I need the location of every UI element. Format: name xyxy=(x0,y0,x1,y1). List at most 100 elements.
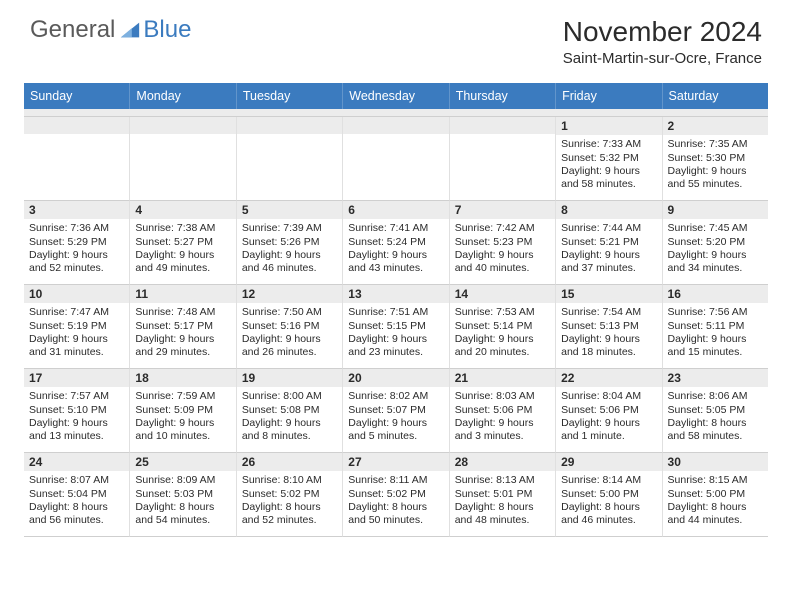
day-number xyxy=(24,117,129,134)
cell-body: Sunrise: 7:41 AMSunset: 5:24 PMDaylight:… xyxy=(343,219,448,281)
calendar-cell: 2Sunrise: 7:35 AMSunset: 5:30 PMDaylight… xyxy=(663,117,768,201)
sunset-text: Sunset: 5:06 PM xyxy=(561,404,656,417)
calendar-cell: 3Sunrise: 7:36 AMSunset: 5:29 PMDaylight… xyxy=(24,201,130,285)
daylight-text: Daylight: 9 hours and 55 minutes. xyxy=(668,165,763,191)
daylight-text: Daylight: 8 hours and 54 minutes. xyxy=(135,501,230,527)
cell-body: Sunrise: 8:10 AMSunset: 5:02 PMDaylight:… xyxy=(237,471,342,533)
calendar-cell: 9Sunrise: 7:45 AMSunset: 5:20 PMDaylight… xyxy=(663,201,768,285)
calendar-cell: 23Sunrise: 8:06 AMSunset: 5:05 PMDayligh… xyxy=(663,369,768,453)
cell-body: Sunrise: 7:47 AMSunset: 5:19 PMDaylight:… xyxy=(24,303,129,365)
cell-body: Sunrise: 7:57 AMSunset: 5:10 PMDaylight:… xyxy=(24,387,129,449)
daylight-text: Daylight: 9 hours and 15 minutes. xyxy=(668,333,763,359)
daylight-text: Daylight: 8 hours and 52 minutes. xyxy=(242,501,337,527)
sunset-text: Sunset: 5:16 PM xyxy=(242,320,337,333)
calendar-cell: 1Sunrise: 7:33 AMSunset: 5:32 PMDaylight… xyxy=(556,117,662,201)
sunset-text: Sunset: 5:07 PM xyxy=(348,404,443,417)
calendar-cell: 27Sunrise: 8:11 AMSunset: 5:02 PMDayligh… xyxy=(343,453,449,537)
calendar-cell: 7Sunrise: 7:42 AMSunset: 5:23 PMDaylight… xyxy=(450,201,556,285)
day-header-monday: Monday xyxy=(130,83,236,109)
cell-body: Sunrise: 8:03 AMSunset: 5:06 PMDaylight:… xyxy=(450,387,555,449)
calendar-cell: 17Sunrise: 7:57 AMSunset: 5:10 PMDayligh… xyxy=(24,369,130,453)
daylight-text: Daylight: 9 hours and 37 minutes. xyxy=(561,249,656,275)
cell-body: Sunrise: 7:44 AMSunset: 5:21 PMDaylight:… xyxy=(556,219,661,281)
sunrise-text: Sunrise: 7:41 AM xyxy=(348,222,443,235)
calendar-cell: 16Sunrise: 7:56 AMSunset: 5:11 PMDayligh… xyxy=(663,285,768,369)
calendar-cell: 5Sunrise: 7:39 AMSunset: 5:26 PMDaylight… xyxy=(237,201,343,285)
day-number: 3 xyxy=(24,201,129,219)
day-number: 10 xyxy=(24,285,129,303)
calendar-cell: 24Sunrise: 8:07 AMSunset: 5:04 PMDayligh… xyxy=(24,453,130,537)
sunrise-text: Sunrise: 7:45 AM xyxy=(668,222,763,235)
location-text: Saint-Martin-sur-Ocre, France xyxy=(563,50,762,67)
cell-body: Sunrise: 8:13 AMSunset: 5:01 PMDaylight:… xyxy=(450,471,555,533)
cell-body: Sunrise: 8:06 AMSunset: 5:05 PMDaylight:… xyxy=(663,387,768,449)
sunrise-text: Sunrise: 7:38 AM xyxy=(135,222,230,235)
sunrise-text: Sunrise: 7:44 AM xyxy=(561,222,656,235)
week-row: 10Sunrise: 7:47 AMSunset: 5:19 PMDayligh… xyxy=(24,285,768,369)
daylight-text: Daylight: 8 hours and 46 minutes. xyxy=(561,501,656,527)
cell-body xyxy=(130,134,235,142)
cell-body: Sunrise: 7:38 AMSunset: 5:27 PMDaylight:… xyxy=(130,219,235,281)
sunset-text: Sunset: 5:15 PM xyxy=(348,320,443,333)
calendar-cell: 19Sunrise: 8:00 AMSunset: 5:08 PMDayligh… xyxy=(237,369,343,453)
calendar-cell: 13Sunrise: 7:51 AMSunset: 5:15 PMDayligh… xyxy=(343,285,449,369)
sunrise-text: Sunrise: 8:10 AM xyxy=(242,474,337,487)
day-number: 26 xyxy=(237,453,342,471)
sunset-text: Sunset: 5:13 PM xyxy=(561,320,656,333)
sunset-text: Sunset: 5:21 PM xyxy=(561,236,656,249)
sunset-text: Sunset: 5:02 PM xyxy=(348,488,443,501)
daylight-text: Daylight: 9 hours and 26 minutes. xyxy=(242,333,337,359)
day-header-friday: Friday xyxy=(556,83,662,109)
daylight-text: Daylight: 9 hours and 5 minutes. xyxy=(348,417,443,443)
sunset-text: Sunset: 5:00 PM xyxy=(561,488,656,501)
sunrise-text: Sunrise: 7:47 AM xyxy=(29,306,124,319)
day-header-row: Sunday Monday Tuesday Wednesday Thursday… xyxy=(24,83,768,109)
sunset-text: Sunset: 5:03 PM xyxy=(135,488,230,501)
day-number: 30 xyxy=(663,453,768,471)
sunset-text: Sunset: 5:11 PM xyxy=(668,320,763,333)
cell-body: Sunrise: 7:59 AMSunset: 5:09 PMDaylight:… xyxy=(130,387,235,449)
day-number: 24 xyxy=(24,453,129,471)
sunrise-text: Sunrise: 7:35 AM xyxy=(668,138,763,151)
sunset-text: Sunset: 5:09 PM xyxy=(135,404,230,417)
sunrise-text: Sunrise: 7:48 AM xyxy=(135,306,230,319)
daylight-text: Daylight: 9 hours and 31 minutes. xyxy=(29,333,124,359)
calendar: Sunday Monday Tuesday Wednesday Thursday… xyxy=(24,83,768,537)
calendar-cell: 20Sunrise: 8:02 AMSunset: 5:07 PMDayligh… xyxy=(343,369,449,453)
daylight-text: Daylight: 9 hours and 20 minutes. xyxy=(455,333,550,359)
day-number: 4 xyxy=(130,201,235,219)
sunrise-text: Sunrise: 7:54 AM xyxy=(561,306,656,319)
sunset-text: Sunset: 5:32 PM xyxy=(561,152,656,165)
sunrise-text: Sunrise: 7:56 AM xyxy=(668,306,763,319)
sunset-text: Sunset: 5:06 PM xyxy=(455,404,550,417)
daylight-text: Daylight: 9 hours and 18 minutes. xyxy=(561,333,656,359)
day-number xyxy=(450,117,555,134)
logo-text-blue: Blue xyxy=(143,16,191,44)
daylight-text: Daylight: 8 hours and 44 minutes. xyxy=(668,501,763,527)
daylight-text: Daylight: 9 hours and 49 minutes. xyxy=(135,249,230,275)
calendar-cell: 6Sunrise: 7:41 AMSunset: 5:24 PMDaylight… xyxy=(343,201,449,285)
cell-body: Sunrise: 7:50 AMSunset: 5:16 PMDaylight:… xyxy=(237,303,342,365)
daylight-text: Daylight: 8 hours and 48 minutes. xyxy=(455,501,550,527)
day-number: 29 xyxy=(556,453,661,471)
sunset-text: Sunset: 5:14 PM xyxy=(455,320,550,333)
sunset-text: Sunset: 5:08 PM xyxy=(242,404,337,417)
day-number: 18 xyxy=(130,369,235,387)
cell-body: Sunrise: 7:45 AMSunset: 5:20 PMDaylight:… xyxy=(663,219,768,281)
calendar-cell: 29Sunrise: 8:14 AMSunset: 5:00 PMDayligh… xyxy=(556,453,662,537)
sunrise-text: Sunrise: 8:11 AM xyxy=(348,474,443,487)
daylight-text: Daylight: 9 hours and 1 minute. xyxy=(561,417,656,443)
cell-body: Sunrise: 8:09 AMSunset: 5:03 PMDaylight:… xyxy=(130,471,235,533)
daylight-text: Daylight: 8 hours and 58 minutes. xyxy=(668,417,763,443)
calendar-cell: 22Sunrise: 8:04 AMSunset: 5:06 PMDayligh… xyxy=(556,369,662,453)
weeks-container: 1Sunrise: 7:33 AMSunset: 5:32 PMDaylight… xyxy=(24,117,768,537)
sunrise-text: Sunrise: 7:59 AM xyxy=(135,390,230,403)
cell-body: Sunrise: 8:14 AMSunset: 5:00 PMDaylight:… xyxy=(556,471,661,533)
daylight-text: Daylight: 8 hours and 50 minutes. xyxy=(348,501,443,527)
calendar-cell: 30Sunrise: 8:15 AMSunset: 5:00 PMDayligh… xyxy=(663,453,768,537)
cell-body: Sunrise: 8:04 AMSunset: 5:06 PMDaylight:… xyxy=(556,387,661,449)
day-number xyxy=(237,117,342,134)
day-number: 25 xyxy=(130,453,235,471)
month-title: November 2024 xyxy=(563,16,762,48)
sunset-text: Sunset: 5:29 PM xyxy=(29,236,124,249)
